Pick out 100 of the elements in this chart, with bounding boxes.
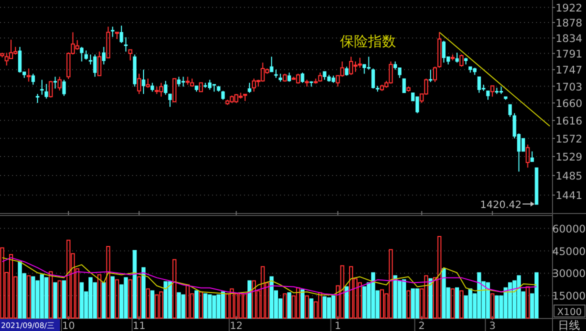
bar bbox=[124, 277, 128, 318]
bar bbox=[459, 290, 464, 318]
candlestick bbox=[142, 69, 146, 94]
candlestick bbox=[402, 78, 406, 94]
bar bbox=[486, 282, 490, 318]
bar bbox=[181, 294, 186, 318]
bar bbox=[494, 295, 499, 318]
candlestick bbox=[106, 26, 110, 58]
candlestick bbox=[530, 150, 534, 162]
bar bbox=[26, 275, 31, 318]
bar bbox=[31, 276, 36, 318]
bar bbox=[455, 287, 460, 318]
candlestick bbox=[110, 26, 114, 38]
candlestick bbox=[371, 68, 375, 90]
bar bbox=[115, 279, 120, 318]
bar bbox=[406, 290, 410, 318]
candlestick bbox=[168, 93, 172, 108]
bar bbox=[53, 282, 58, 318]
bar bbox=[44, 277, 48, 318]
bar bbox=[106, 246, 110, 318]
candlestick bbox=[80, 46, 84, 62]
bar bbox=[358, 282, 362, 318]
bar bbox=[198, 291, 203, 318]
candlestick bbox=[455, 52, 459, 64]
bar bbox=[304, 295, 309, 318]
bar bbox=[415, 288, 420, 318]
bar bbox=[142, 267, 146, 318]
x-tick-label: 10 bbox=[62, 321, 75, 331]
candlestick bbox=[146, 78, 150, 88]
bar bbox=[450, 288, 455, 318]
bar bbox=[437, 236, 442, 318]
y-tick-label: 1529 bbox=[556, 151, 582, 164]
bar bbox=[164, 281, 168, 318]
bar bbox=[282, 293, 287, 318]
bar bbox=[132, 250, 137, 318]
line-series bbox=[2, 257, 538, 296]
candlestick bbox=[120, 25, 124, 44]
y-tick-label: 1747 bbox=[556, 64, 582, 77]
bar bbox=[154, 294, 159, 318]
candlestick bbox=[177, 76, 181, 88]
bar bbox=[186, 284, 190, 318]
bar bbox=[212, 295, 216, 318]
bar bbox=[0, 247, 4, 318]
y-tick-label: 45000 bbox=[552, 246, 586, 258]
candlestick bbox=[248, 82, 252, 94]
y-axis-title: X100 bbox=[557, 307, 582, 318]
bar bbox=[97, 274, 102, 318]
bar bbox=[270, 276, 274, 318]
y-tick-label: 1572 bbox=[556, 133, 582, 146]
y-tick-label: 1703 bbox=[556, 81, 582, 94]
candlestick bbox=[349, 56, 354, 76]
bar bbox=[172, 259, 176, 318]
candlestick bbox=[428, 69, 432, 83]
y-tick-label: 60000 bbox=[552, 223, 586, 236]
candlestick bbox=[31, 73, 35, 86]
bar bbox=[393, 275, 398, 318]
y-tick-label: 1441 bbox=[556, 190, 582, 202]
candlestick bbox=[300, 72, 304, 84]
candlestick bbox=[442, 40, 446, 64]
bar bbox=[428, 278, 433, 318]
bar bbox=[349, 266, 354, 318]
bar bbox=[48, 271, 53, 318]
candlestick bbox=[270, 56, 274, 72]
bar bbox=[331, 295, 336, 318]
candlestick bbox=[362, 64, 366, 74]
candlestick bbox=[398, 67, 402, 78]
bar bbox=[137, 276, 142, 318]
bar bbox=[322, 296, 327, 318]
bar bbox=[194, 290, 199, 318]
candlestick bbox=[53, 76, 57, 90]
y-tick-label: 1485 bbox=[556, 170, 582, 183]
x-tick-label: 1 bbox=[334, 321, 342, 331]
candlestick bbox=[75, 40, 80, 50]
bar bbox=[526, 286, 530, 318]
candlestick bbox=[102, 46, 106, 65]
candlestick bbox=[40, 79, 44, 96]
bar bbox=[309, 298, 314, 318]
y-tick-label: 1791 bbox=[556, 48, 582, 60]
bar bbox=[146, 288, 150, 318]
bar bbox=[80, 282, 84, 318]
bar bbox=[300, 289, 304, 318]
bar bbox=[287, 292, 292, 318]
y-tick-label: 1878 bbox=[556, 18, 582, 30]
bar bbox=[238, 293, 243, 318]
y-tick-label: 1922 bbox=[556, 2, 582, 14]
candlestick bbox=[128, 49, 132, 61]
candlestick bbox=[508, 104, 512, 118]
bar bbox=[102, 282, 106, 318]
y-tick-label: 1834 bbox=[556, 32, 583, 45]
candlestick bbox=[490, 85, 494, 98]
bar bbox=[58, 280, 62, 318]
text: 日线 bbox=[558, 319, 580, 331]
x-tick-label: 11 bbox=[132, 321, 146, 331]
bar bbox=[362, 286, 366, 318]
y-tick-label: 15000 bbox=[552, 290, 586, 303]
bar bbox=[150, 290, 154, 318]
x-tick-label: 2 bbox=[418, 321, 425, 331]
bar bbox=[388, 249, 393, 318]
x-tick-label: 12 bbox=[230, 321, 243, 331]
bar bbox=[442, 268, 446, 318]
